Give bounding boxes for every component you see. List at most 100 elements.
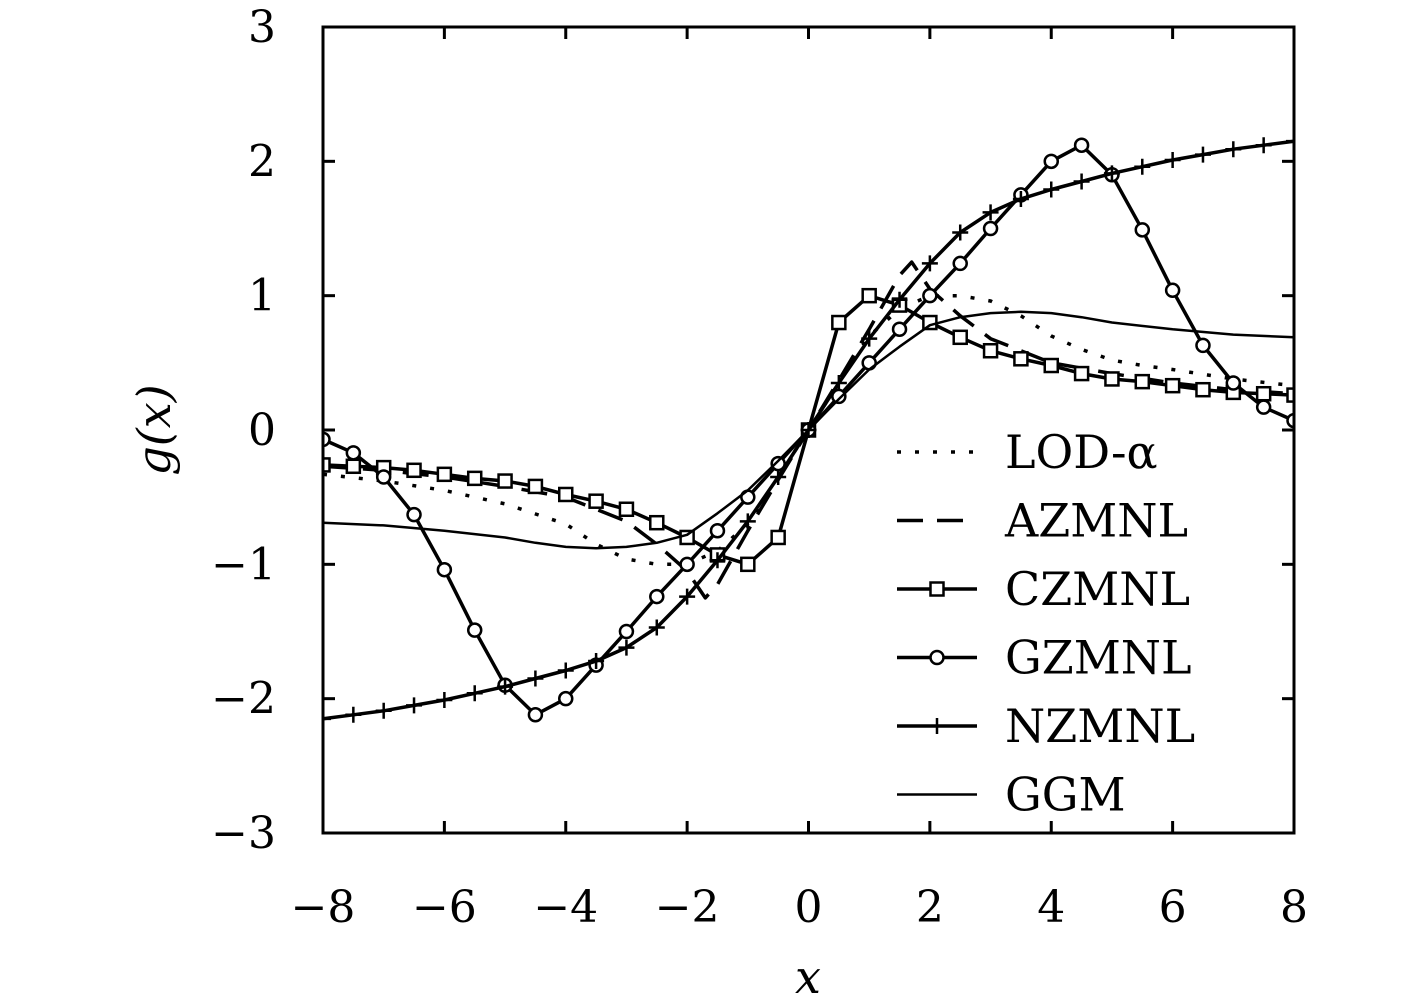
series-point [739, 513, 756, 530]
series-point [375, 702, 392, 719]
legend-label: GGM [1005, 768, 1126, 822]
series-point [557, 662, 574, 679]
series-point [861, 287, 877, 304]
series-point [1104, 371, 1120, 387]
series-point [740, 556, 756, 573]
series-point [1225, 141, 1242, 158]
x-tick-label: −8 [291, 882, 356, 933]
legend-item: GGM [897, 768, 1126, 822]
series-point [1255, 399, 1272, 415]
y-axis-title: g(x) [127, 384, 181, 475]
series-point [558, 690, 574, 707]
series-point [527, 670, 544, 687]
series-point [649, 514, 665, 531]
series-point [922, 287, 938, 304]
series-point [1286, 133, 1294, 150]
series-point [1164, 282, 1181, 299]
y-tick-label: −2 [211, 674, 276, 725]
x-tick-label: −4 [533, 882, 598, 933]
legend-marker [929, 581, 945, 597]
legend-marker [929, 718, 945, 734]
series-point [466, 470, 483, 487]
series-point [618, 639, 635, 656]
series-point [1195, 337, 1211, 354]
legend-marker [929, 649, 945, 666]
series-point [345, 706, 362, 723]
series-point [952, 329, 968, 346]
series-point [1255, 385, 1272, 402]
series-point [466, 685, 483, 702]
series-point [588, 493, 604, 509]
series-point [1195, 381, 1211, 398]
series-point [323, 457, 331, 473]
series-point [406, 697, 423, 714]
series-point [436, 561, 453, 578]
series-point [1073, 137, 1090, 153]
series-point [323, 710, 331, 727]
series-point [1073, 173, 1090, 190]
series-point [323, 431, 331, 448]
series-point [1073, 365, 1090, 382]
series-point [436, 466, 453, 483]
series-point [1194, 146, 1211, 163]
series-point [679, 556, 695, 573]
series-point [830, 374, 847, 391]
series-point [952, 255, 968, 272]
series-point [1013, 351, 1029, 367]
tick-layer: −8 −6 −4 −2 0 2 4 6 8 −3 −2 −1 0 1 2 3 [211, 2, 1308, 933]
series-layer [323, 133, 1294, 727]
series-point [618, 501, 635, 518]
legend: LOD-α AZMNL CZMNL GZMNL NZMNL GGM [897, 425, 1195, 822]
series-point [861, 330, 878, 347]
series-point [588, 653, 605, 670]
series-point [770, 529, 786, 546]
series-point [345, 458, 362, 475]
legend-label: LOD-α [1005, 425, 1158, 479]
x-tick-label: 8 [1280, 882, 1308, 933]
series-point [891, 321, 908, 337]
legend-label: AZMNL [1004, 494, 1188, 548]
series-point [497, 678, 514, 695]
x-tick-label: 0 [795, 882, 823, 933]
series-point [1134, 373, 1151, 390]
series-point [1225, 375, 1242, 391]
series-0 [323, 293, 1294, 567]
series-point [709, 552, 726, 569]
legend-label: GZMNL [1005, 631, 1192, 685]
y-tick-label: 2 [248, 136, 276, 187]
x-axis-title: x [795, 950, 821, 1003]
series-point [345, 445, 362, 461]
series-point [406, 506, 422, 523]
series-point [649, 588, 665, 605]
series-point [1043, 153, 1059, 170]
series-point [527, 707, 544, 723]
x-tick-label: 2 [916, 882, 944, 933]
series-point [406, 462, 422, 479]
series-point [679, 588, 696, 605]
series-line [323, 293, 1294, 567]
series-point [1286, 412, 1294, 429]
y-tick-label: −1 [211, 539, 276, 590]
series-point [982, 220, 999, 237]
x-tick-label: 4 [1037, 882, 1065, 933]
series-point [982, 342, 999, 359]
x-tick-label: −6 [412, 882, 477, 933]
legend-item: LOD-α [897, 425, 1158, 479]
series-line [323, 310, 1294, 550]
series-point [1134, 158, 1151, 175]
series-point [1103, 165, 1120, 182]
series-point [831, 314, 847, 331]
series-5 [323, 310, 1294, 550]
series-point [497, 473, 513, 489]
series-point [466, 622, 483, 638]
y-tick-label: −3 [211, 808, 276, 859]
series-point [1255, 137, 1272, 154]
series-point [1134, 222, 1151, 238]
series-point [982, 204, 999, 221]
legend-item: AZMNL [897, 494, 1188, 548]
y-tick-label: 0 [248, 405, 276, 456]
y-tick-label: 3 [248, 2, 276, 53]
series-point [527, 478, 544, 495]
series-point [558, 486, 574, 503]
